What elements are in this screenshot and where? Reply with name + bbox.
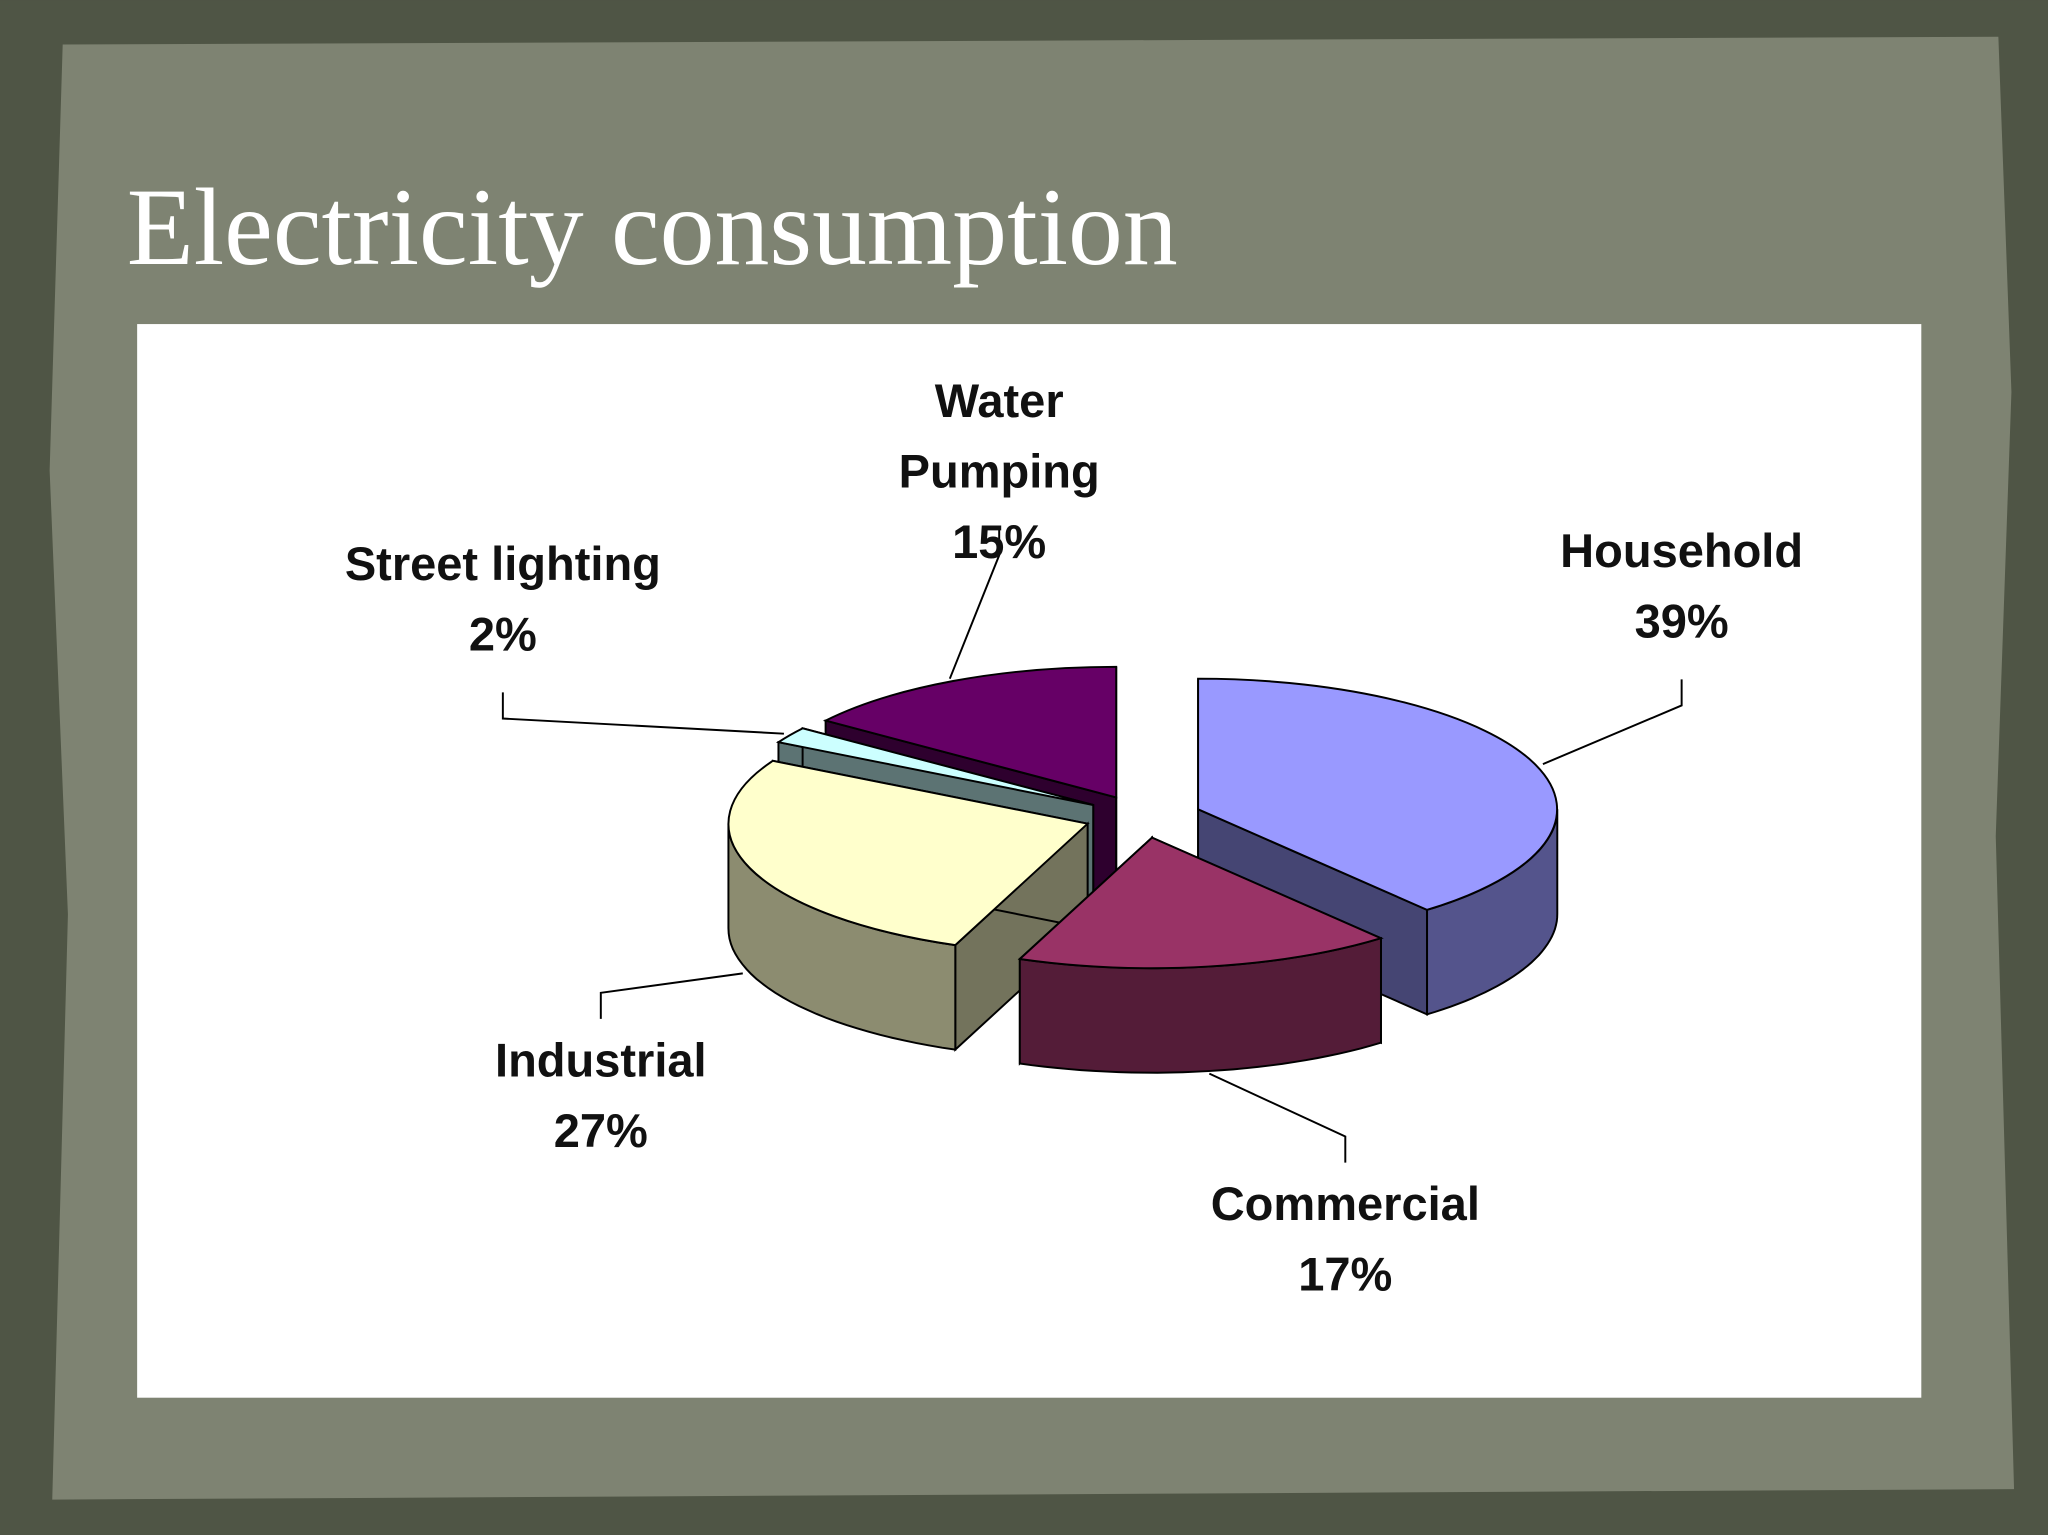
category-label: Commercial <box>1210 1176 1480 1231</box>
chart-title: Electricity consumption <box>127 166 1178 288</box>
slice-top <box>1197 677 1559 911</box>
pie-slice <box>1017 835 1384 1074</box>
value-label: 17% <box>1298 1247 1393 1302</box>
category-label: Household <box>1560 523 1804 578</box>
leader-line <box>1542 679 1683 766</box>
pie <box>727 665 1559 1074</box>
value-label: 2% <box>468 607 537 662</box>
slice-top <box>727 759 1090 947</box>
value-label: 39% <box>1634 594 1729 648</box>
value-label: 15% <box>952 514 1047 569</box>
label-box: Household 39% <box>1548 516 1816 657</box>
data-label: Industrial 27% <box>470 1025 731 1166</box>
leader-line <box>1208 1072 1347 1163</box>
data-label: Commercial 17% <box>1182 1169 1509 1310</box>
value-label: 27% <box>553 1103 648 1158</box>
category-label: Industrial <box>495 1033 707 1087</box>
category-label: Street lighting <box>344 536 661 591</box>
data-label: Household 39% <box>1548 516 1816 657</box>
labels: Household 39% Commercial 17% Industrial 27% St… <box>313 366 1816 1310</box>
leader-line <box>501 692 784 735</box>
label-box: Street lighting 2% <box>313 529 692 670</box>
slice-top <box>1017 836 1384 970</box>
label-box: Water Pumping 15% <box>869 366 1130 578</box>
slice-top <box>775 727 1094 806</box>
label-box: Industrial 27% <box>470 1025 731 1166</box>
data-label: Street lighting 2% <box>313 529 692 670</box>
pie-slice <box>727 759 1090 1052</box>
category-label: Water Pumping <box>898 373 1100 498</box>
slice-top <box>822 665 1118 799</box>
leader-line <box>599 972 743 1019</box>
data-label: Water Pumping 15% <box>869 366 1130 578</box>
label-box: Commercial 17% <box>1182 1169 1509 1310</box>
leader-line <box>948 529 1001 680</box>
